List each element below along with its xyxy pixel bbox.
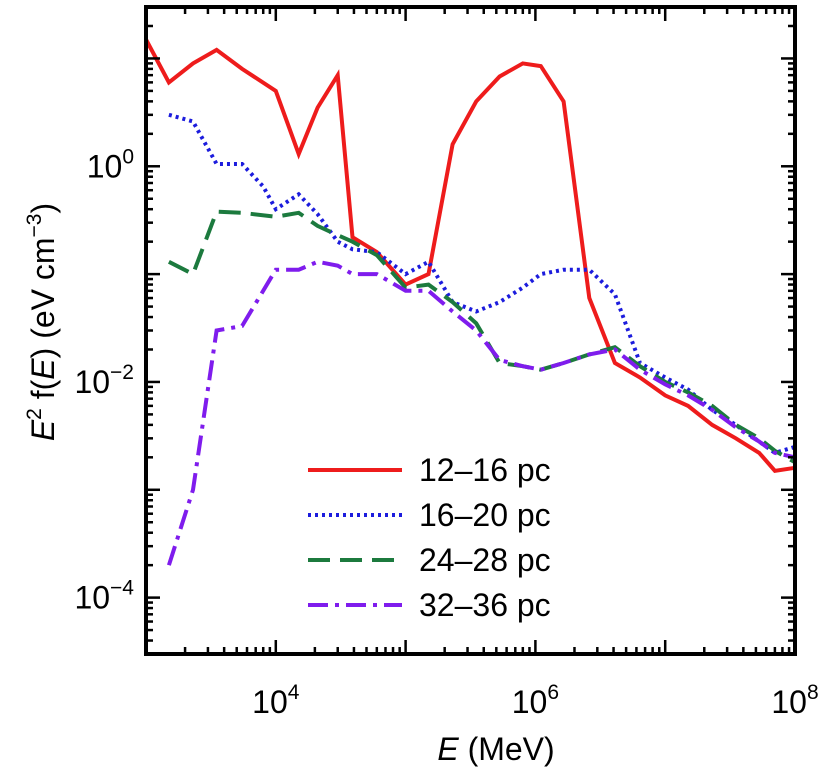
series-layer (144, 38, 796, 566)
x-axis-label: E (MeV) (437, 731, 554, 767)
y-tick-label: 10−4 (74, 577, 134, 616)
y-tick-label: 10−2 (74, 361, 134, 400)
series-line-4 (166, 259, 796, 566)
x-tick-base: 10 (771, 684, 807, 720)
series-line-1 (144, 38, 796, 473)
y-tick-base: 10 (87, 148, 123, 184)
x-tick-label: 108 (771, 681, 818, 720)
y-tick-base: 10 (74, 580, 110, 616)
x-tick-exponent: 8 (807, 681, 819, 704)
legend: 12–16 pc 16–20 pc 24–28 pc 32–36 pc (308, 452, 551, 623)
y-tick-label: 100 (87, 145, 134, 184)
x-tick-exponent: 4 (288, 681, 300, 704)
legend-label-3: 24–28 pc (419, 542, 551, 578)
y-tick-exponent: −4 (110, 577, 134, 600)
y-tick-base: 10 (74, 364, 110, 400)
series-line-2 (168, 112, 796, 456)
y-tick-exponent: 0 (122, 145, 134, 168)
y-tick-exponent: −2 (110, 361, 134, 384)
x-tick-label: 106 (512, 681, 559, 720)
legend-label-4: 32–36 pc (419, 587, 551, 623)
x-tick-base: 10 (252, 684, 288, 720)
x-tick-label: 104 (252, 681, 300, 720)
legend-label-2: 16–20 pc (419, 497, 551, 533)
legend-label-1: 12–16 pc (419, 452, 551, 488)
plot-frame (144, 5, 797, 656)
x-tick-base: 10 (512, 684, 548, 720)
y-axis-label: E2 f(E) (eV cm−3) (23, 203, 61, 441)
x-tick-exponent: 6 (547, 681, 559, 704)
